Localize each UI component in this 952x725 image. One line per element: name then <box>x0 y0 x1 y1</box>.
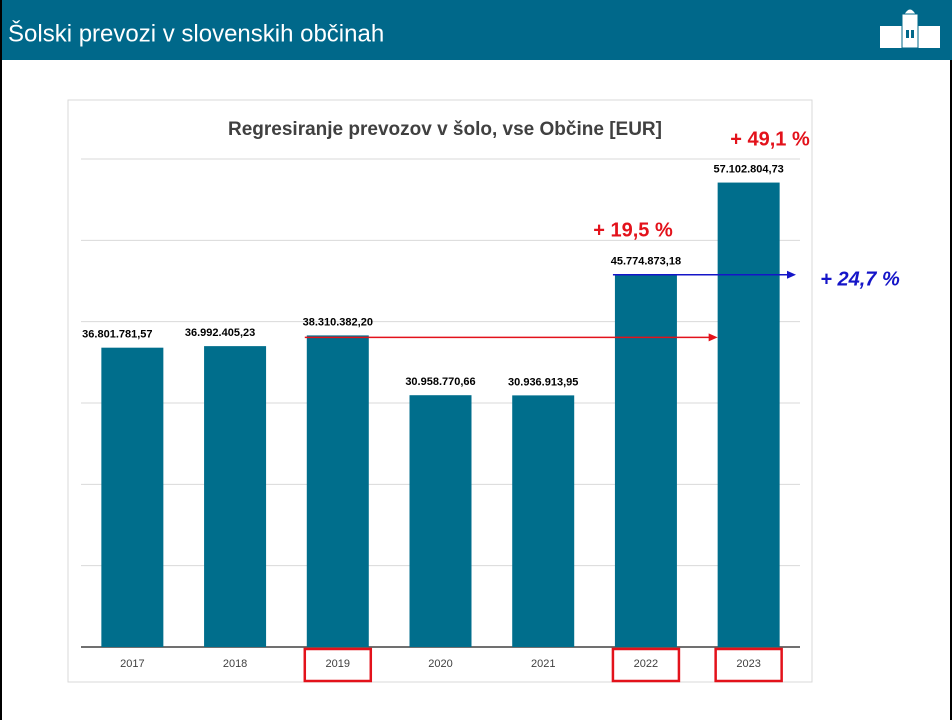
data-label: 36.992.405,23 <box>185 327 255 339</box>
data-label: 36.801.781,57 <box>82 329 152 341</box>
arrow-head <box>708 333 718 342</box>
bar <box>306 335 369 647</box>
bar <box>512 395 575 647</box>
bar <box>409 395 472 647</box>
data-label: 30.936.913,95 <box>508 376 578 388</box>
highlight-box <box>303 647 373 683</box>
data-label: 45.774.873,18 <box>611 256 681 268</box>
arrow-head <box>787 270 796 279</box>
x-tick-label: 2022 <box>634 658 658 670</box>
data-label: 38.310.382,20 <box>303 316 373 328</box>
x-tick-label: 2023 <box>736 658 760 670</box>
x-tick-label: 2020 <box>428 658 452 670</box>
annotation: + 24,7 % <box>820 268 900 290</box>
logo <box>880 8 940 49</box>
header-bar <box>0 0 952 60</box>
data-label: 57.102.804,73 <box>713 163 783 175</box>
annotation: + 19,5 % <box>593 219 673 241</box>
x-tick-label: 2017 <box>120 658 144 670</box>
bar <box>717 182 780 648</box>
annotation: + 49,1 % <box>730 128 810 150</box>
data-label: 30.958.770,66 <box>405 376 475 388</box>
x-tick-label: 2018 <box>223 658 247 670</box>
x-tick-label: 2021 <box>531 658 555 670</box>
highlight-box <box>611 647 681 683</box>
chart-title: Regresiranje prevozov v šolo, vse Občine… <box>228 119 662 140</box>
bar <box>101 347 164 647</box>
bar <box>204 346 267 647</box>
header-title: Šolski prevozi v slovenskih občinah <box>8 19 384 47</box>
bar <box>614 274 677 647</box>
x-tick-label: 2019 <box>326 658 350 670</box>
highlight-box <box>714 647 783 683</box>
